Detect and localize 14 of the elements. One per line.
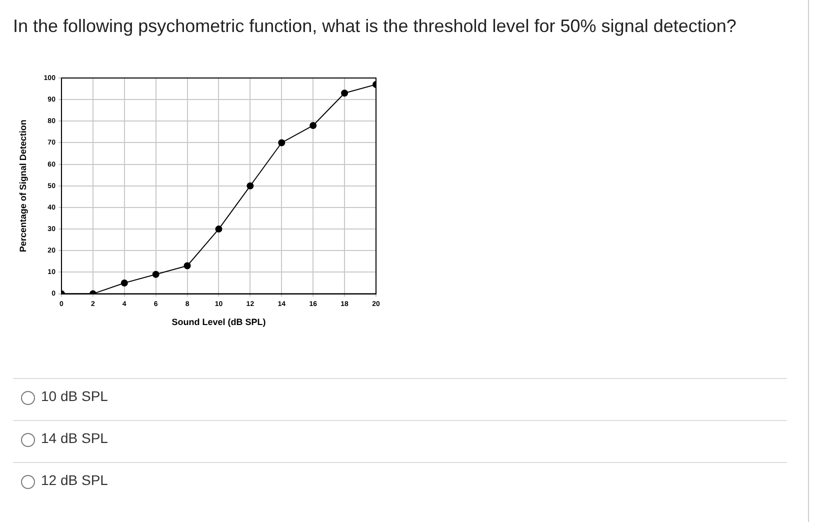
text: 14 dB SPL <box>41 430 108 446</box>
point <box>215 226 222 233</box>
text: 12 dB SPL <box>41 472 108 488</box>
y-axis-title: Percentage of Signal Detection <box>18 120 28 252</box>
point <box>246 182 254 190</box>
point <box>341 90 348 97</box>
point <box>184 262 191 270</box>
text: 10 dB SPL <box>41 388 108 404</box>
point <box>310 122 317 129</box>
point <box>120 280 128 287</box>
point <box>278 139 286 146</box>
chart-title: In the following psychometric function, what is the threshold level for 50% signal detection? <box>13 16 736 37</box>
point <box>152 270 160 278</box>
x-axis-title: Sound Level (dB SPL) <box>172 317 266 328</box>
